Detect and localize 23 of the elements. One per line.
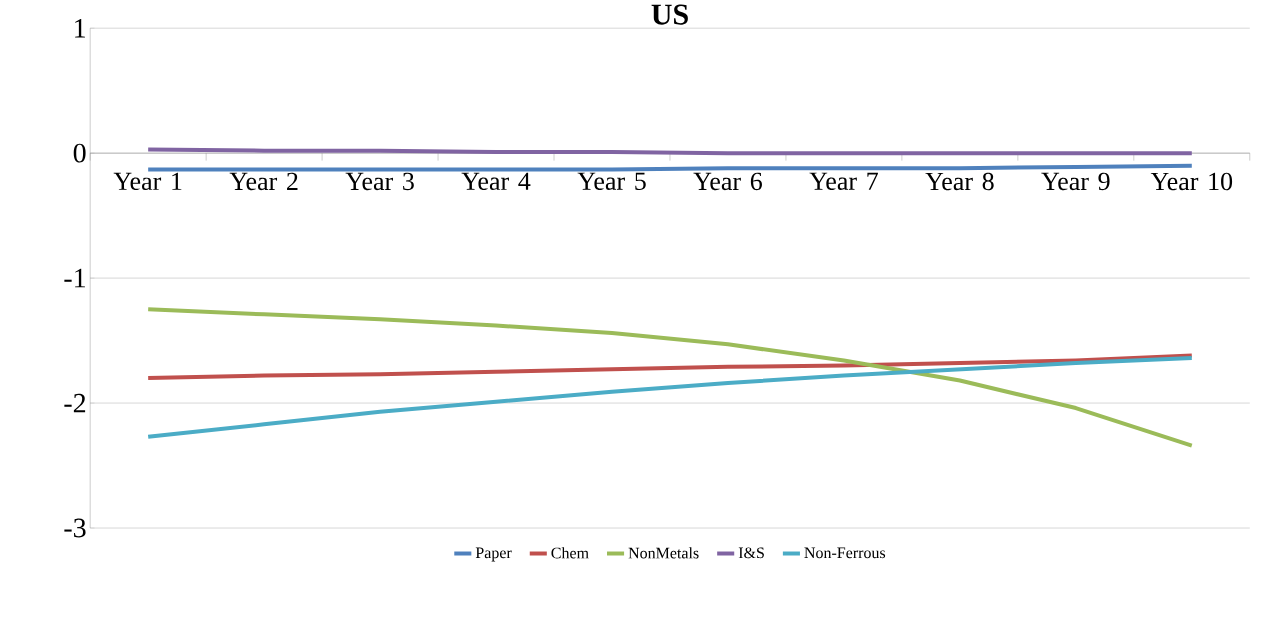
x-tick-label: Year 6 [693, 172, 762, 191]
x-tick-label: Year 8 [925, 172, 994, 191]
legend-label: Paper [475, 547, 512, 562]
x-tick-label: Year 7 [809, 172, 878, 190]
line-series [146, 307, 1194, 448]
legend-label: I&S [738, 547, 764, 559]
x-tick-label: Year 5 [577, 172, 646, 190]
legend-label: Chem [551, 547, 589, 559]
chart-title: US [651, 4, 688, 25]
y-tick-label: -3 [64, 518, 86, 538]
y-tick-label: -1 [64, 268, 85, 288]
y-tick-label: 1 [75, 18, 85, 38]
y-tick-label: 0 [73, 143, 86, 163]
x-tick-label: Year 2 [229, 172, 298, 191]
legend-label: Non-Ferrous [804, 547, 886, 559]
x-tick-label: Year 10 [1150, 172, 1233, 191]
legend-label: NonMetals [628, 547, 699, 559]
x-tick-label: Year 4 [461, 172, 531, 190]
x-tick-label: Year 3 [345, 172, 414, 191]
x-tick-label: Year 1 [113, 172, 182, 190]
y-tick-label: -2 [64, 393, 86, 413]
line-series [146, 353, 1194, 380]
x-tick-label: Year 9 [1041, 172, 1110, 191]
